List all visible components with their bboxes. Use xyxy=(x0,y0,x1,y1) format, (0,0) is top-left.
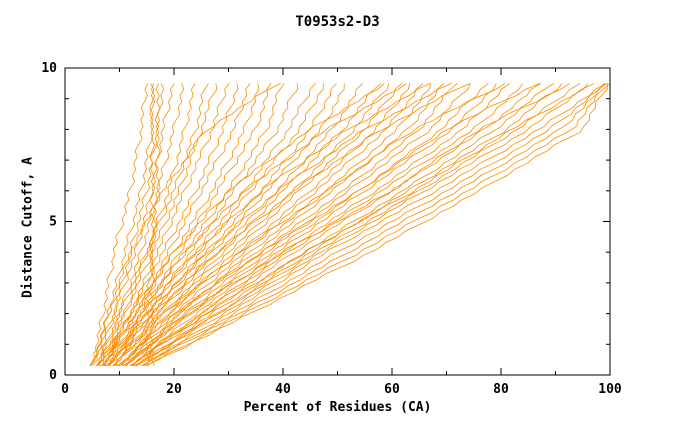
svg-text:0: 0 xyxy=(49,368,57,383)
y-axis-label: Distance Cutoff, A xyxy=(20,157,36,298)
x-axis-label: Percent of Residues (CA) xyxy=(243,400,432,415)
svg-text:0: 0 xyxy=(61,382,69,397)
svg-text:60: 60 xyxy=(384,382,400,397)
svg-text:10: 10 xyxy=(41,61,57,76)
svg-text:100: 100 xyxy=(598,382,622,397)
svg-text:20: 20 xyxy=(166,382,182,397)
chart-title: T0953s2-D3 xyxy=(295,14,380,30)
svg-text:40: 40 xyxy=(275,382,291,397)
svg-text:80: 80 xyxy=(493,382,509,397)
svg-text:5: 5 xyxy=(49,215,57,230)
